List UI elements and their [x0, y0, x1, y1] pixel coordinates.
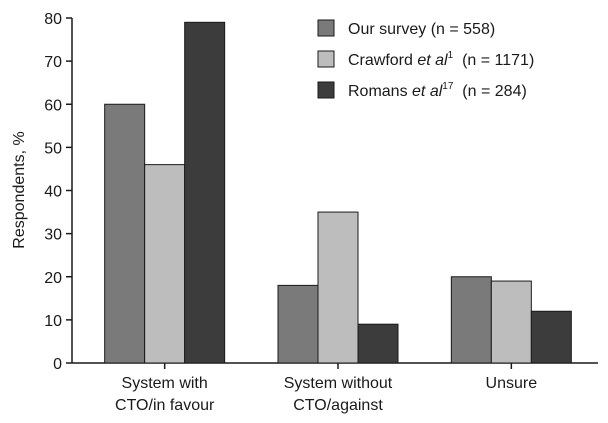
y-tick-label: 60: [44, 97, 62, 114]
bar: [317, 211, 359, 364]
legend-entry: Crawford et al1 (n = 1171): [348, 50, 534, 69]
category-label: Unsure: [486, 375, 538, 392]
y-tick-label: 40: [44, 184, 62, 201]
legend-swatch: [317, 50, 335, 68]
bar: [357, 323, 399, 364]
bar: [490, 280, 532, 364]
category-label: System without: [284, 375, 393, 392]
legend: Our survey (n = 558) Crawford et al1 (n =…: [317, 19, 534, 100]
category-labels: System with CTO/in favour System without CT…: [115, 375, 537, 414]
bar: [530, 310, 572, 364]
bar: [184, 21, 226, 364]
y-axis: 0 10 20 30 40 50 60 70 80: [44, 11, 73, 373]
y-tick-label: 30: [44, 227, 62, 244]
y-tick-label: 80: [44, 11, 62, 28]
bar: [277, 284, 319, 364]
category-label: CTO/in favour: [115, 397, 215, 414]
category-label: System with: [122, 375, 208, 392]
legend-entry: Our survey (n = 558): [348, 21, 495, 38]
bar: [450, 276, 492, 364]
bars: [104, 21, 572, 364]
y-tick-label: 0: [53, 356, 62, 373]
y-tick-label: 70: [44, 54, 62, 71]
legend-swatch: [317, 81, 335, 99]
x-axis: [72, 362, 598, 369]
legend-entry: Romans et al17 (n = 284): [348, 81, 527, 100]
bar: [144, 164, 186, 364]
y-tick-label: 20: [44, 270, 62, 287]
y-tick-label: 50: [44, 140, 62, 157]
legend-swatch: [317, 19, 335, 37]
y-axis-label: Respondents, %: [11, 131, 28, 248]
bar: [104, 103, 146, 364]
y-tick-label: 10: [44, 313, 62, 330]
category-label: CTO/against: [293, 397, 383, 414]
